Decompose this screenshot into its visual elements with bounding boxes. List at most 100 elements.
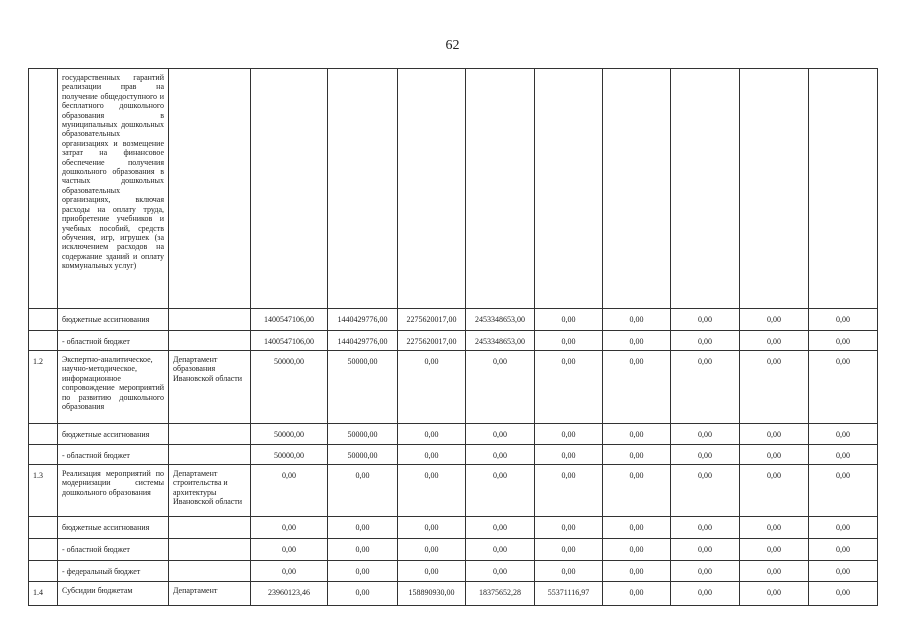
row-number-cell [28,560,58,582]
amount-cell: 0,00 [397,538,466,561]
amount-cell: 0,00 [534,330,603,351]
amount-cell: 18375652,28 [465,581,535,606]
amount-cell: 50000,00 [327,350,398,424]
amount-cell: 0,00 [670,308,740,331]
amount-cell: 0,00 [808,350,878,424]
amount-cell [602,68,671,309]
amount-cell [465,68,535,309]
amount-cell: 0,00 [465,350,535,424]
amount-cell: 50000,00 [250,350,328,424]
amount-cell: 0,00 [739,330,809,351]
amount-cell: 50000,00 [327,423,398,445]
amount-cell: 0,00 [739,560,809,582]
amount-cell [534,68,603,309]
amount-cell: 0,00 [739,350,809,424]
amount-cell: 0,00 [250,560,328,582]
department-cell: Департамент образования Ивановской облас… [168,350,251,424]
department-cell [168,444,251,465]
row-number-cell [28,423,58,445]
row-name-cell: Экспертно-аналитическое, научно-методиче… [57,350,169,424]
row-name-cell: - областной бюджет [57,444,169,465]
amount-cell: 0,00 [465,444,535,465]
amount-cell: 0,00 [670,464,740,517]
row-name-cell: - областной бюджет [57,330,169,351]
amount-cell: 0,00 [327,560,398,582]
table-row: - областной бюджет 50000,00 50000,00 0,00 0,… [28,444,878,465]
row-number-cell [28,330,58,351]
department-cell [168,538,251,561]
amount-cell: 0,00 [739,581,809,606]
amount-cell: 0,00 [739,423,809,445]
table-row: 1.4 Субсидии бюджетам Департамент 23960123,… [28,581,878,606]
amount-cell: 0,00 [808,423,878,445]
amount-cell: 0,00 [397,516,466,539]
amount-cell: 0,00 [670,444,740,465]
department-cell [168,423,251,445]
amount-cell: 0,00 [739,444,809,465]
amount-cell: 0,00 [465,516,535,539]
amount-cell: 0,00 [465,560,535,582]
amount-cell: 0,00 [808,308,878,331]
row-number-cell [28,68,58,309]
row-name-cell: бюджетные ассигнования [57,308,169,331]
table-row: - областной бюджет 1400547106,00 144042977… [28,330,878,351]
amount-cell: 0,00 [808,330,878,351]
amount-cell [670,68,740,309]
amount-cell [327,68,398,309]
amount-cell: 0,00 [327,516,398,539]
amount-cell: 0,00 [534,444,603,465]
department-cell: Департамент строительства и архитектуры … [168,464,251,517]
table-row: бюджетные ассигнования 50000,00 50000,00 0,… [28,423,878,445]
amount-cell: 0,00 [534,560,603,582]
amount-cell: 0,00 [808,538,878,561]
amount-cell: 0,00 [534,308,603,331]
row-name-cell: Субсидии бюджетам [57,581,169,606]
amount-cell: 0,00 [534,516,603,539]
amount-cell: 0,00 [250,538,328,561]
row-number-cell: 1.4 [28,581,58,606]
amount-cell: 1440429776,00 [327,330,398,351]
department-cell: Департамент [168,581,251,606]
amount-cell: 0,00 [397,350,466,424]
amount-cell: 23960123,46 [250,581,328,606]
amount-cell [739,68,809,309]
table-row: бюджетные ассигнования 1400547106,00 14404… [28,308,878,331]
amount-cell: 0,00 [808,464,878,517]
amount-cell: 2275620017,00 [397,330,466,351]
page-number: 62 [445,38,460,53]
amount-cell: 0,00 [602,538,671,561]
amount-cell: 0,00 [602,444,671,465]
amount-cell: 0,00 [327,538,398,561]
amount-cell: 0,00 [808,444,878,465]
amount-cell: 0,00 [808,516,878,539]
table-row: - областной бюджет 0,00 0,00 0,00 0,00 0,00 0,… [28,538,878,561]
row-number-cell: 1.2 [28,350,58,424]
table-row: государственных гарантий реализации прав… [28,68,878,309]
amount-cell: 0,00 [602,350,671,424]
amount-cell: 1400547106,00 [250,330,328,351]
department-cell [168,330,251,351]
table-row: бюджетные ассигнования 0,00 0,00 0,00 0,00 0,… [28,516,878,539]
amount-cell: 1440429776,00 [327,308,398,331]
amount-cell: 0,00 [250,464,328,517]
amount-cell: 0,00 [670,560,740,582]
amount-cell: 0,00 [602,581,671,606]
row-name-cell: государственных гарантий реализации прав… [57,68,169,309]
amount-cell: 0,00 [465,423,535,445]
amount-cell: 0,00 [602,560,671,582]
amount-cell: 0,00 [602,516,671,539]
amount-cell: 55371116,97 [534,581,603,606]
row-name-cell: - областной бюджет [57,538,169,561]
amount-cell: 0,00 [670,581,740,606]
amount-cell: 0,00 [808,581,878,606]
amount-cell: 0,00 [465,538,535,561]
amount-cell: 2453348653,00 [465,308,535,331]
amount-cell: 158890930,00 [397,581,466,606]
amount-cell [808,68,878,309]
amount-cell: 0,00 [808,560,878,582]
row-number-cell: 1.3 [28,464,58,517]
amount-cell: 0,00 [327,464,398,517]
row-name-cell: бюджетные ассигнования [57,516,169,539]
amount-cell: 0,00 [534,423,603,445]
